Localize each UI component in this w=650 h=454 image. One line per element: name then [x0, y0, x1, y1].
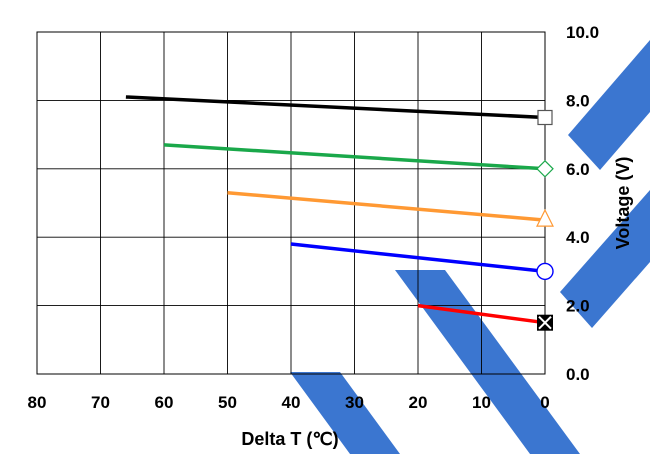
plot-frame [36, 31, 546, 375]
watermark-stripe [290, 372, 400, 454]
y-tick-label: 0.0 [566, 365, 590, 384]
watermark-stripe [560, 190, 650, 328]
y-axis-ticks: 0.0 2.0 4.0 6.0 8.0 10.0 [566, 23, 599, 384]
series-marker [536, 159, 554, 178]
x-tick-label: 70 [91, 393, 110, 412]
series-4 [417, 303, 553, 331]
x-tick-label: 80 [28, 393, 47, 412]
x-axis-ticks: 80 70 60 50 40 30 20 10 0 [28, 393, 550, 412]
series-marker [536, 208, 554, 227]
y-tick-label: 6.0 [566, 160, 590, 179]
x-tick-label: 40 [282, 393, 301, 412]
y-tick-label: 8.0 [566, 91, 590, 110]
series-2 [227, 190, 554, 227]
series-line [163, 143, 546, 171]
watermark-stripe [395, 270, 580, 454]
series-marker [537, 109, 553, 126]
watermark-stripe [568, 40, 650, 170]
series-line [417, 303, 546, 325]
x-tick-label: 50 [218, 393, 237, 412]
series-marker [536, 262, 554, 281]
x-tick-label: 10 [472, 393, 491, 412]
series-layer [125, 95, 554, 331]
series-line [227, 190, 546, 222]
series-line [125, 95, 546, 120]
y-tick-label: 2.0 [566, 297, 590, 316]
x-tick-label: 60 [155, 393, 174, 412]
series-1 [163, 143, 554, 178]
y-tick-label: 4.0 [566, 228, 590, 247]
x-tick-label: 30 [345, 393, 364, 412]
x-axis-label: Delta T (℃) [241, 429, 338, 449]
y-tick-label: 10.0 [566, 23, 599, 42]
y-axis-label: Voltage (V) [613, 157, 633, 250]
series-3 [290, 242, 554, 281]
series-0 [125, 95, 553, 126]
series-marker-cross [538, 315, 552, 330]
x-tick-label: 0 [540, 393, 549, 412]
x-tick-label: 20 [409, 393, 428, 412]
grid [36, 31, 546, 375]
series-line [290, 242, 546, 274]
watermark [290, 40, 650, 454]
